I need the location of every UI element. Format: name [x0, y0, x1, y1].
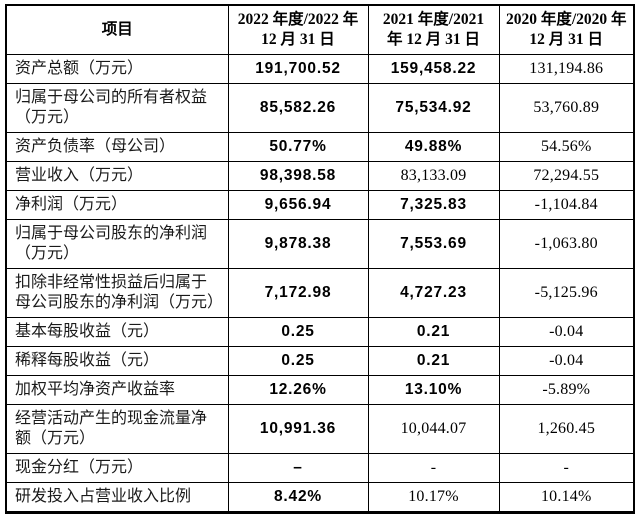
value-cell: 9,656.94	[227, 189, 369, 220]
row-label: 资产负债率（母公司）	[5, 131, 229, 162]
table-row: 经营活动产生的现金流量净额（万元） 10,991.36 10,044.07 1,260…	[5, 403, 635, 454]
row-label: 基本每股收益（元）	[5, 316, 229, 347]
row-label: 研发投入占营业收入比例	[5, 481, 229, 513]
row-label: 归属于母公司的所有者权益（万元）	[5, 82, 229, 133]
table-row: 基本每股收益（元） 0.25 0.21 -0.04	[5, 316, 635, 347]
value-cell: -	[367, 452, 500, 483]
value-cell: 7,172.98	[227, 267, 369, 318]
value-cell: -0.04	[498, 316, 635, 347]
value-cell: -0.04	[498, 345, 635, 376]
header-cell-y2020: 2020 年度/2020 年 12 月 31 日	[498, 4, 635, 55]
header-row: 项目 2022 年度/2022 年 12 月 31 日 2021 年度/2021 年…	[5, 4, 635, 55]
value-cell: 8.42%	[227, 481, 369, 513]
value-cell: 10.17%	[367, 481, 500, 513]
value-cell: 85,582.26	[227, 82, 369, 133]
value-cell: 131,194.86	[498, 53, 635, 84]
table-row: 研发投入占营业收入比例 8.42% 10.17% 10.14%	[5, 481, 635, 513]
value-cell: 9,878.38	[227, 218, 369, 269]
value-cell: 83,133.09	[367, 160, 500, 191]
table-row: 现金分红（万元） – - -	[5, 452, 635, 483]
value-cell: 10,044.07	[367, 403, 500, 454]
row-label: 资产总额（万元）	[5, 53, 229, 84]
header-cell-y2022: 2022 年度/2022 年 12 月 31 日	[227, 4, 369, 55]
value-cell: 7,553.69	[367, 218, 500, 269]
row-label: 扣除非经常性损益后归属于母公司股东的净利润（万元）	[5, 267, 229, 318]
table-row: 稀释每股收益（元） 0.25 0.21 -0.04	[5, 345, 635, 376]
header-cell-y2021: 2021 年度/2021 年 12 月 31 日	[367, 4, 500, 55]
value-cell: 10.14%	[498, 481, 635, 513]
value-cell: 72,294.55	[498, 160, 635, 191]
row-label: 加权平均净资产收益率	[5, 374, 229, 405]
value-cell: -5.89%	[498, 374, 635, 405]
row-label: 净利润（万元）	[5, 189, 229, 220]
row-label: 稀释每股收益（元）	[5, 345, 229, 376]
value-cell: 159,458.22	[367, 53, 500, 84]
value-cell: -1,063.80	[498, 218, 635, 269]
value-cell: 12.26%	[227, 374, 369, 405]
value-cell: 54.56%	[498, 131, 635, 162]
financial-summary-table: 项目 2022 年度/2022 年 12 月 31 日 2021 年度/2021 年…	[5, 4, 635, 514]
value-cell: 1,260.45	[498, 403, 635, 454]
value-cell: 0.21	[367, 316, 500, 347]
table-body: 资产总额（万元） 191,700.52 159,458.22 131,194.86 归属…	[5, 53, 635, 513]
header-cell-item: 项目	[5, 4, 229, 55]
value-cell: -1,104.84	[498, 189, 635, 220]
table-row: 归属于母公司的所有者权益（万元） 85,582.26 75,534.92 53,760…	[5, 82, 635, 133]
table-row: 净利润（万元） 9,656.94 7,325.83 -1,104.84	[5, 189, 635, 220]
row-label: 归属于母公司股东的净利润（万元）	[5, 218, 229, 269]
value-cell: –	[227, 452, 369, 483]
table-row: 加权平均净资产收益率 12.26% 13.10% -5.89%	[5, 374, 635, 405]
value-cell: 4,727.23	[367, 267, 500, 318]
value-cell: 53,760.89	[498, 82, 635, 133]
value-cell: 50.77%	[227, 131, 369, 162]
value-cell: 0.21	[367, 345, 500, 376]
value-cell: 7,325.83	[367, 189, 500, 220]
value-cell: -	[498, 452, 635, 483]
value-cell: -5,125.96	[498, 267, 635, 318]
row-label: 营业收入（万元）	[5, 160, 229, 191]
table-row: 扣除非经常性损益后归属于母公司股东的净利润（万元） 7,172.98 4,727.2…	[5, 267, 635, 318]
value-cell: 98,398.58	[227, 160, 369, 191]
value-cell: 75,534.92	[367, 82, 500, 133]
value-cell: 0.25	[227, 316, 369, 347]
value-cell: 0.25	[227, 345, 369, 376]
table-row: 资产负债率（母公司） 50.77% 49.88% 54.56%	[5, 131, 635, 162]
value-cell: 191,700.52	[227, 53, 369, 84]
value-cell: 13.10%	[367, 374, 500, 405]
table-row: 资产总额（万元） 191,700.52 159,458.22 131,194.86	[5, 53, 635, 84]
table-row: 归属于母公司股东的净利润（万元） 9,878.38 7,553.69 -1,063.8…	[5, 218, 635, 269]
table-row: 营业收入（万元） 98,398.58 83,133.09 72,294.55	[5, 160, 635, 191]
value-cell: 49.88%	[367, 131, 500, 162]
row-label: 现金分红（万元）	[5, 452, 229, 483]
row-label: 经营活动产生的现金流量净额（万元）	[5, 403, 229, 454]
value-cell: 10,991.36	[227, 403, 369, 454]
